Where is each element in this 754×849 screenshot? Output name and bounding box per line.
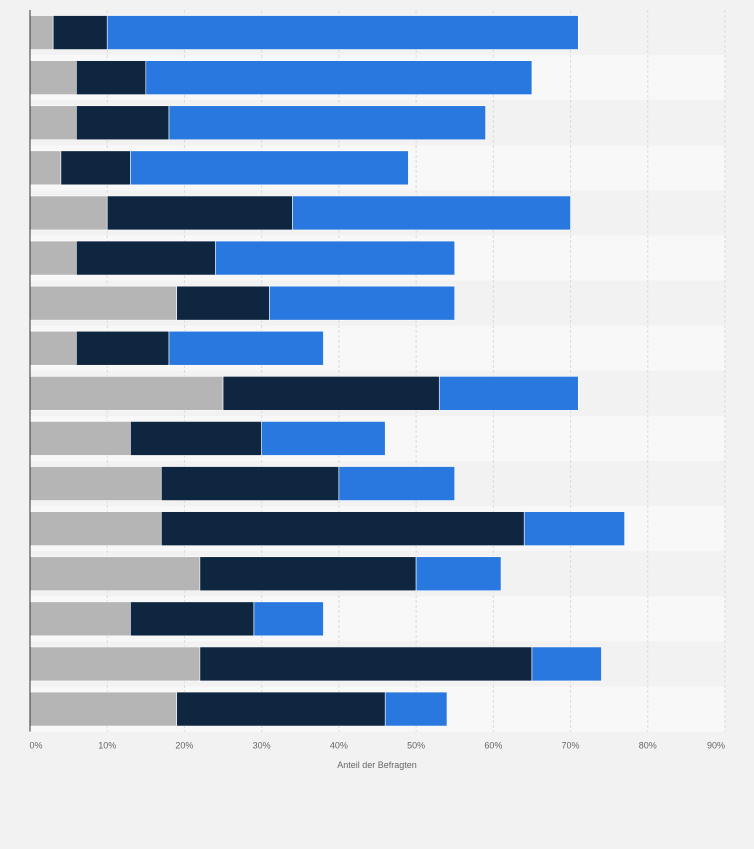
x-tick-label: 10%: [98, 741, 116, 751]
bar-segment-series-2-row-16: [176, 691, 386, 727]
bar-segment-series-2-row-12: [160, 511, 525, 546]
bar-segment-series-3-row-6: [215, 240, 456, 276]
bar-segment-series-3-row-2: [145, 60, 533, 95]
bar-segment-series-1-row-4: [29, 150, 62, 186]
bar-segment-series-1-row-16: [29, 691, 178, 727]
bar-segment-series-2-row-3: [76, 105, 170, 141]
x-tick-label: 90%: [707, 741, 725, 751]
x-tick-label: 60%: [484, 741, 502, 751]
x-axis-title: Anteil der Befragten: [337, 760, 417, 770]
bar-segment-series-1-row-11: [29, 466, 162, 501]
bar-segment-series-3-row-3: [168, 105, 486, 141]
bar-segment-series-2-row-13: [199, 556, 417, 592]
bar-segment-series-3-row-5: [292, 195, 571, 231]
bar-segment-series-2-row-6: [76, 240, 216, 276]
bar-segment-series-2-row-1: [52, 15, 108, 50]
bar-segment-series-2-row-5: [106, 195, 293, 231]
x-tick-label: 30%: [253, 741, 271, 751]
bar-segment-series-2-row-8: [76, 330, 170, 366]
bar-segment-series-2-row-4: [60, 150, 131, 186]
bar-segment-series-3-row-11: [338, 466, 456, 501]
bar-segment-series-3-row-8: [168, 330, 324, 366]
bar-segment-series-1-row-1: [29, 15, 54, 50]
bar-segment-series-3-row-14: [253, 601, 324, 637]
bar-segment-series-3-row-15: [531, 646, 602, 682]
bar-segment-series-1-row-9: [29, 376, 224, 411]
bar-segment-series-2-row-10: [130, 421, 262, 456]
bar-segment-series-3-row-1: [106, 15, 579, 50]
bar-segment-series-2-row-7: [176, 285, 270, 321]
x-tick-label: 80%: [639, 741, 657, 751]
bar-segment-series-2-row-9: [222, 376, 440, 411]
bar-segment-series-3-row-4: [130, 150, 409, 186]
x-tick-label: 40%: [330, 741, 348, 751]
x-tick-label: 50%: [407, 741, 425, 751]
bar-segment-series-2-row-14: [130, 601, 255, 637]
bar-segment-series-3-row-7: [269, 285, 456, 321]
x-tick-label: 20%: [175, 741, 193, 751]
bars: [29, 15, 625, 727]
bar-segment-series-3-row-9: [438, 376, 579, 411]
bar-segment-series-3-row-12: [523, 511, 625, 546]
bar-segment-series-2-row-2: [76, 60, 147, 95]
bar-segment-series-3-row-16: [384, 691, 448, 727]
bar-segment-series-1-row-8: [29, 330, 77, 366]
bar-segment-series-1-row-12: [29, 511, 162, 546]
bar-segment-series-3-row-10: [261, 421, 386, 456]
bar-segment-series-1-row-3: [29, 105, 77, 141]
bar-segment-series-1-row-15: [29, 646, 201, 682]
bar-segment-series-1-row-10: [29, 421, 131, 456]
x-tick-label: 0%: [29, 741, 42, 751]
x-tick-label: 70%: [562, 741, 580, 751]
bar-segment-series-1-row-5: [29, 195, 108, 231]
bar-segment-series-1-row-7: [29, 285, 178, 321]
bar-segment-series-3-row-13: [415, 556, 502, 592]
bar-segment-series-1-row-14: [29, 601, 131, 637]
bar-segment-series-2-row-15: [199, 646, 533, 682]
bar-segment-series-1-row-2: [29, 60, 77, 95]
bar-segment-series-1-row-6: [29, 240, 77, 276]
bar-segment-series-2-row-11: [160, 466, 340, 501]
x-axis-ticks: 0% 10% 20% 30% 40% 50% 60% 70% 80% 90%: [29, 741, 725, 751]
bar-segment-series-1-row-13: [29, 556, 201, 592]
